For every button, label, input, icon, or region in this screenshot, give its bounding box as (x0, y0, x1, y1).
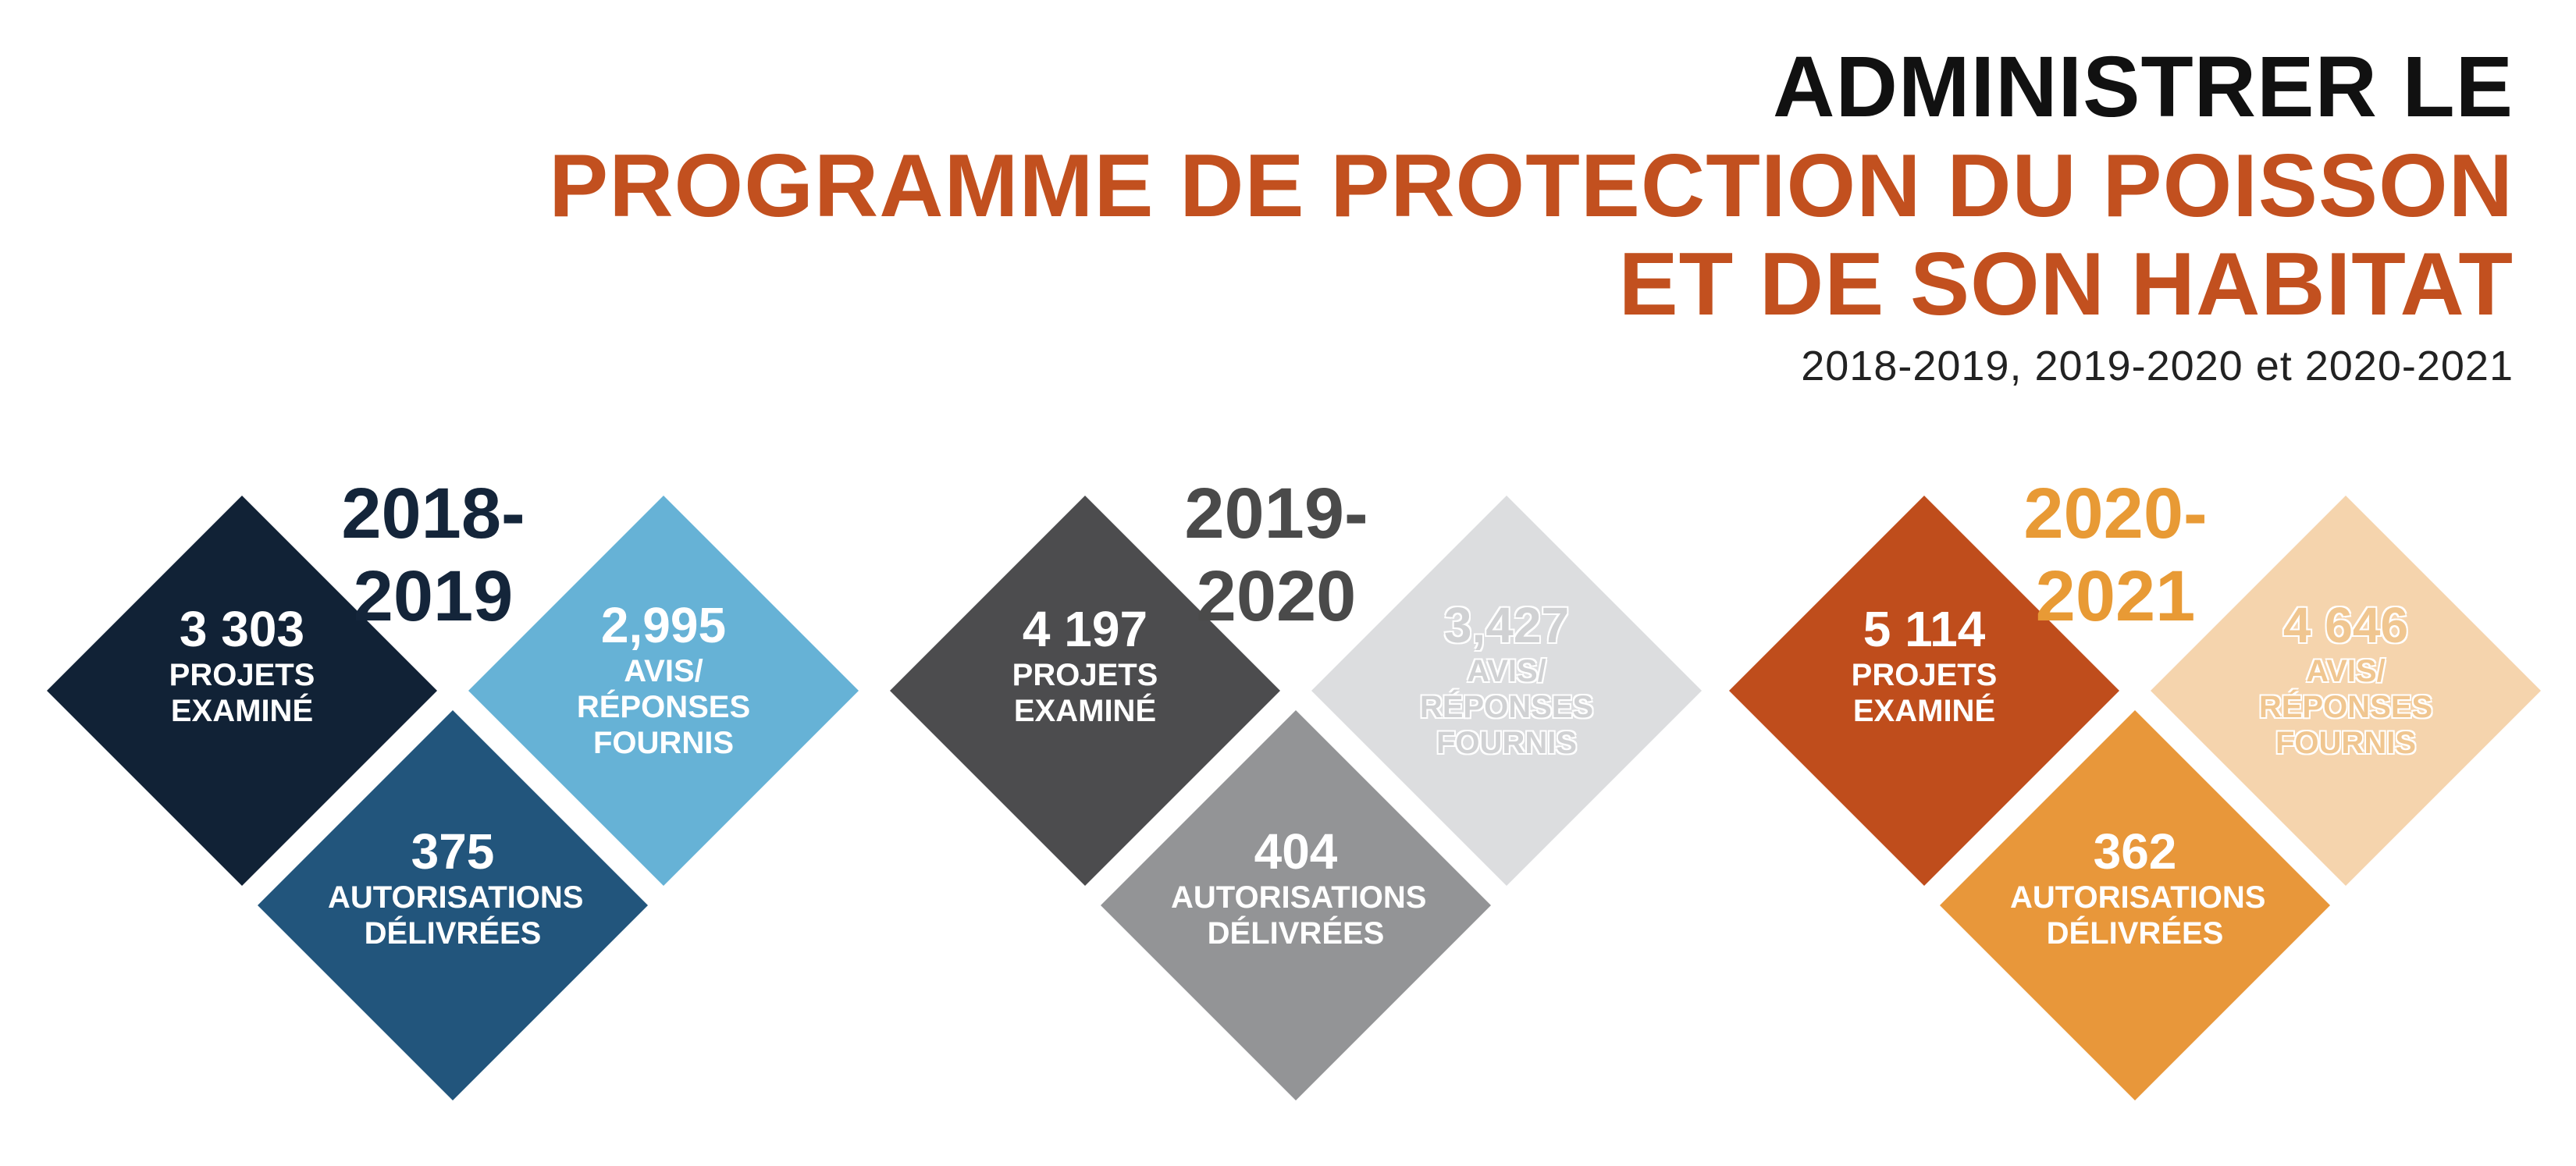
authorizations-value: 404 (1254, 823, 1338, 880)
authorizations-label-line-1: AUTORISATIONS (1171, 880, 1427, 915)
authorizations-label-line-2: DÉLIVRÉES (364, 916, 542, 951)
year-label-line-2: 2019 (353, 556, 514, 636)
subtitle: 2018-2019, 2019-2020 et 2020-2021 (1801, 343, 2514, 389)
year-label-line-2: 2021 (2035, 556, 2196, 636)
notices-label-line-1: AVIS/ (624, 654, 703, 688)
year-label-line-1: 2019- (1184, 474, 1368, 553)
projects-label-line-2: EXAMINÉ (1013, 694, 1157, 728)
authorizations-label-line-1: AUTORISATIONS (328, 880, 584, 915)
projects-label-line-2: EXAMINÉ (1852, 694, 1996, 728)
projects-metric: 4 197 PROJETS EXAMINÉ (960, 601, 1210, 729)
projects-label-line-1: PROJETS (1851, 658, 1998, 692)
year-label: 2019- 2020 (1151, 472, 1401, 638)
projects-value: 5 114 (1863, 601, 1986, 657)
notices-label-line-2: RÉPONSES (2258, 690, 2433, 724)
notices-value: 2,995 (600, 597, 727, 653)
projects-label-line-1: PROJETS (169, 658, 315, 692)
authorizations-label-line-2: DÉLIVRÉES (1207, 916, 1385, 951)
projects-label-line-2: EXAMINÉ (170, 694, 314, 728)
notices-label-line-1: AVIS/ (1467, 654, 1546, 688)
notices-value: 4 646 (2282, 597, 2409, 653)
title-line-2: PROGRAMME DE PROTECTION DU POISSON (549, 137, 2514, 236)
title-line-1: ADMINISTRER LE (1773, 39, 2514, 135)
notices-metric: 3,427 AVIS/ RÉPONSES FOURNIS (1382, 597, 1631, 761)
projects-metric: 3 303 PROJETS EXAMINÉ (117, 601, 367, 729)
notices-label-line-2: RÉPONSES (1419, 690, 1594, 724)
year-label: 2018- 2019 (308, 472, 558, 638)
year-label: 2020- 2021 (1991, 472, 2240, 638)
projects-value: 3 303 (179, 601, 305, 657)
notices-label-line-3: FOURNIS (2275, 726, 2416, 760)
notices-label-line-1: AVIS/ (2306, 654, 2386, 688)
notices-metric: 2,995 AVIS/ RÉPONSES FOURNIS (539, 597, 788, 761)
projects-label-line-1: PROJETS (1012, 658, 1158, 692)
authorizations-metric: 362 AUTORISATIONS DÉLIVRÉES (2010, 823, 2266, 951)
infographic-heading: ADMINISTRER LE PROGRAMME DE PROTECTION D… (549, 37, 2514, 393)
year-group-2019-2020: 2019- 2020 4 197 PROJETS EXAMINÉ 3,427 A… (890, 0, 1749, 1166)
authorizations-metric: 404 AUTORISATIONS DÉLIVRÉES (1171, 823, 1427, 951)
authorizations-label-line-2: DÉLIVRÉES (2046, 916, 2224, 951)
notices-value: 3,427 (1443, 597, 1570, 653)
projects-value: 4 197 (1022, 601, 1148, 657)
authorizations-metric: 375 AUTORISATIONS DÉLIVRÉES (328, 823, 584, 951)
authorizations-label-line-1: AUTORISATIONS (2010, 880, 2266, 915)
title-line-3: ET DE SON HABITAT (1618, 235, 2514, 334)
notices-label-line-2: RÉPONSES (576, 690, 751, 724)
authorizations-value: 362 (2093, 823, 2177, 880)
notices-label-line-3: FOURNIS (593, 726, 734, 760)
projects-metric: 5 114 PROJETS EXAMINÉ (1799, 601, 2049, 729)
year-label-line-1: 2018- (341, 474, 525, 553)
notices-metric: 4 646 AVIS/ RÉPONSES FOURNIS (2221, 597, 2471, 761)
year-label-line-1: 2020- (2023, 474, 2208, 553)
authorizations-value: 375 (411, 823, 495, 880)
year-group-2018-2019: 2018- 2019 3 303 PROJETS EXAMINÉ 2,995 A… (47, 0, 906, 1166)
year-label-line-2: 2020 (1196, 556, 1357, 636)
year-group-2020-2021: 2020- 2021 5 114 PROJETS EXAMINÉ 4 646 A… (1729, 0, 2576, 1166)
notices-label-line-3: FOURNIS (1436, 726, 1577, 760)
